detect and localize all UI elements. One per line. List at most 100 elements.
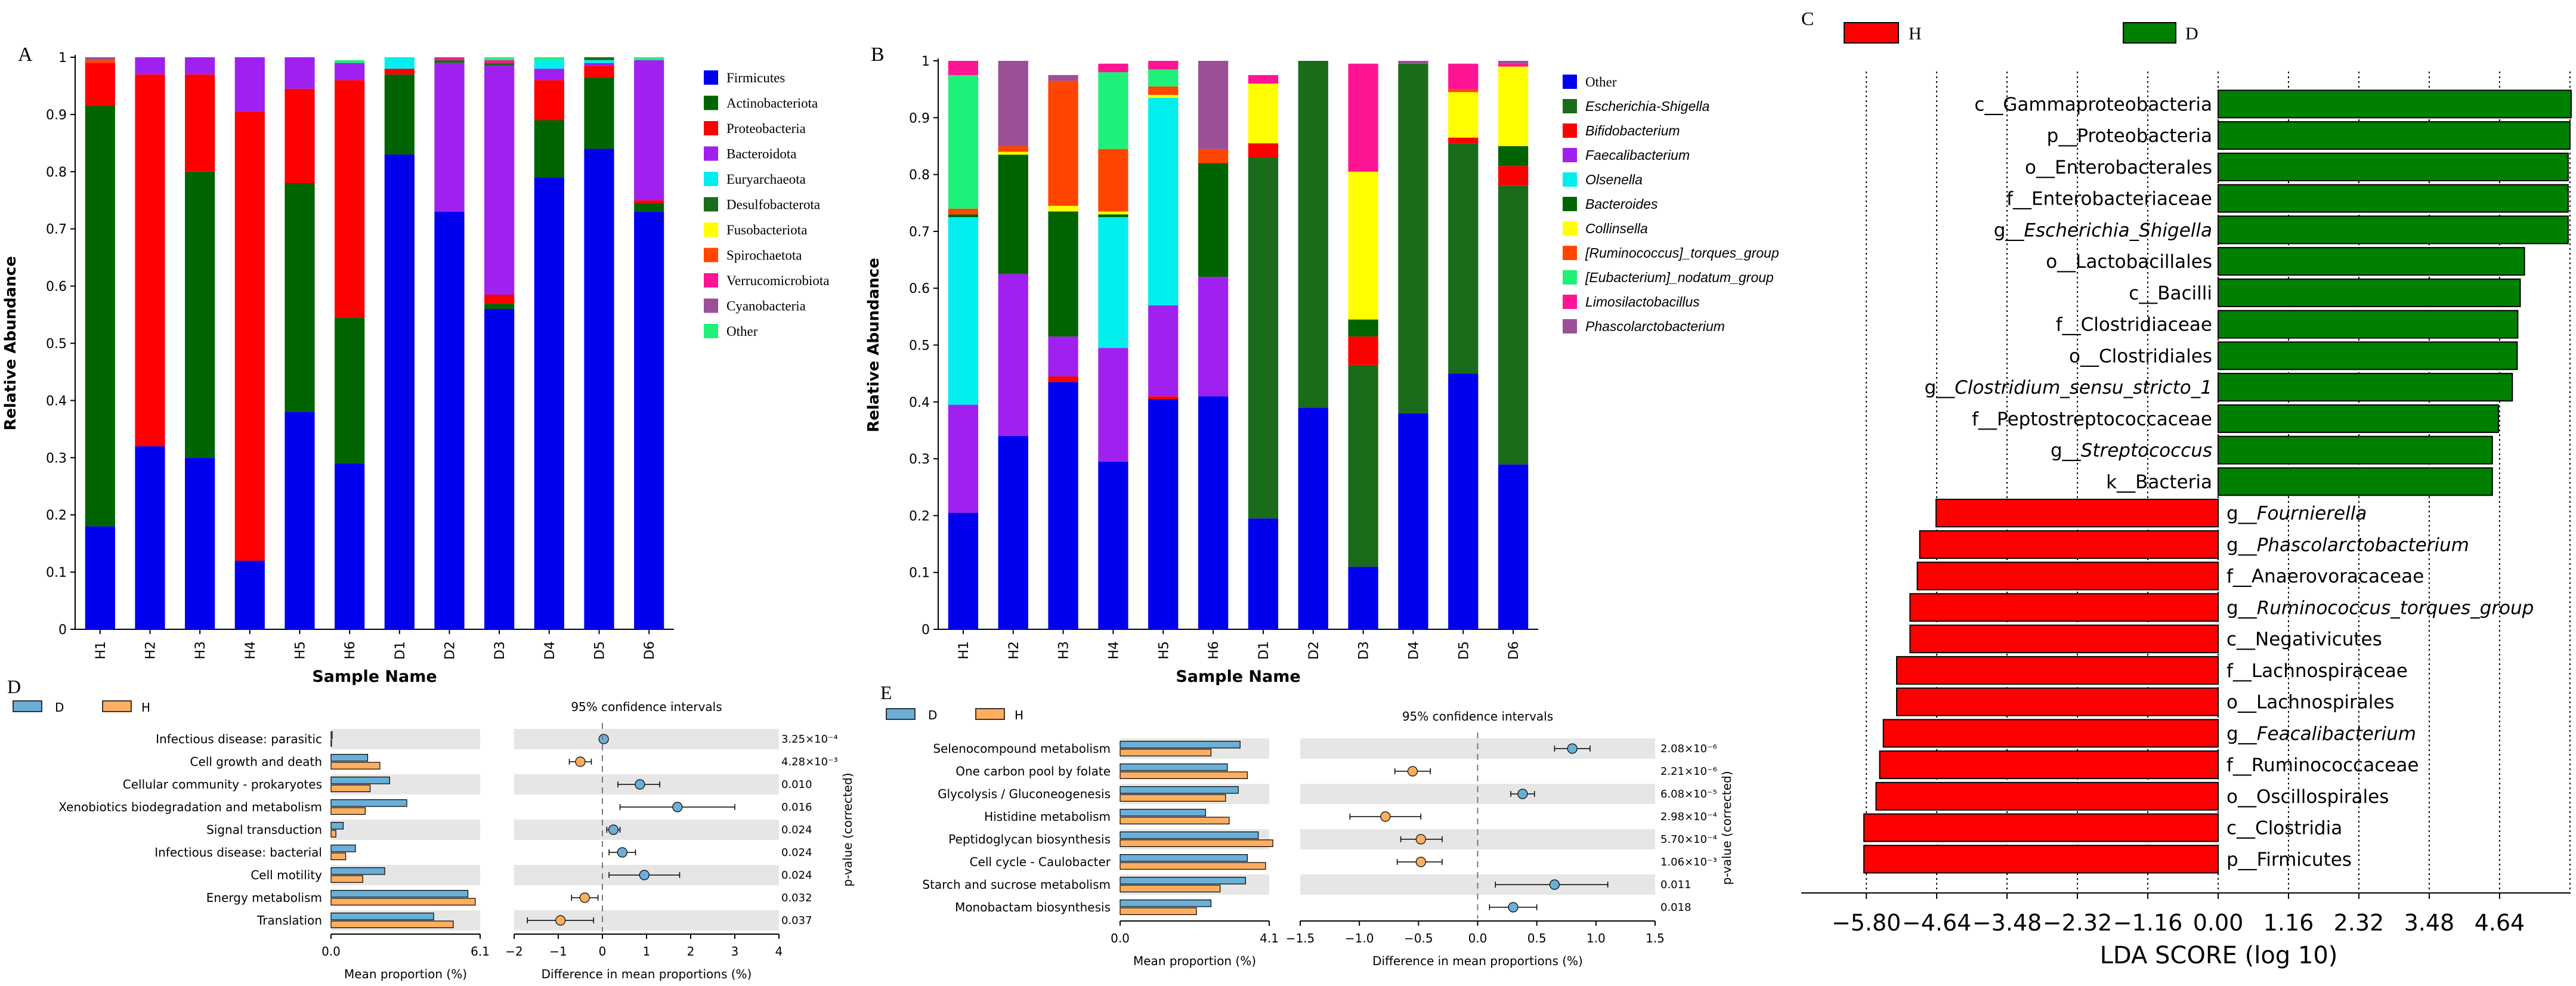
bar-segment xyxy=(1398,413,1428,629)
x-tick-label: 3 xyxy=(731,944,739,959)
bar-segment xyxy=(634,57,664,60)
lda-label-taxon: Clostridium_sensu_stricto_1 xyxy=(1955,377,2212,398)
legend-label: Firmicutes xyxy=(726,70,785,85)
bar-segment xyxy=(135,446,165,629)
y-tick-label: 0 xyxy=(58,623,67,638)
lda-bar-d xyxy=(2218,89,2572,119)
x-tick-label: −3.48 xyxy=(1972,910,2042,936)
mean-bar-d xyxy=(1120,808,1206,817)
lda-label-prefix: g__ xyxy=(2226,723,2257,744)
legend-label: Desulfobacterota xyxy=(726,197,820,212)
legend-label: Spirochaetota xyxy=(726,248,802,263)
diff-point xyxy=(1517,789,1528,799)
legend-swatch xyxy=(704,95,718,110)
p-value-label: 3.25×10⁻⁴ xyxy=(781,733,838,746)
y-tick-label: 0.4 xyxy=(909,395,930,410)
bar-segment xyxy=(998,435,1028,629)
bar-segment xyxy=(634,203,664,212)
bar-segment xyxy=(1098,72,1128,149)
lda-bar-h xyxy=(1919,530,2219,559)
legend-swatch xyxy=(1563,270,1577,285)
mean-bar-d xyxy=(1120,831,1259,839)
diff-point xyxy=(555,915,566,926)
panel-letter: E xyxy=(880,682,892,703)
bar-segment xyxy=(1248,518,1279,629)
bar-segment xyxy=(85,57,115,60)
legend-label: Fusobacteriota xyxy=(726,222,807,237)
mean-bar-h xyxy=(1120,862,1266,870)
p-value-label: 0.018 xyxy=(1660,901,1691,914)
diff-point xyxy=(639,870,650,880)
row-shading xyxy=(331,820,480,840)
lda-bar-label: c__Negativicutes xyxy=(2226,629,2382,650)
lda-bar-h xyxy=(1863,813,2219,842)
mean-bar-d xyxy=(330,776,390,784)
bar-segment xyxy=(584,57,614,60)
lda-bar-label: g__Feacalibacterium xyxy=(2226,723,2416,744)
bar-segment xyxy=(534,60,564,69)
x-axis-title: Difference in mean proportions (%) xyxy=(1372,954,1583,968)
x-tick-label: D5 xyxy=(1456,641,1471,660)
p-value-label: 6.08×10⁻⁵ xyxy=(1660,788,1717,800)
p-value-axis-title: p-value (corrected) xyxy=(1720,771,1734,885)
legend-swatch xyxy=(1563,148,1577,162)
legend-label-h: H xyxy=(1015,708,1023,722)
bar-segment xyxy=(185,74,215,172)
p-value-label: 0.024 xyxy=(781,824,812,836)
bar-segment xyxy=(1148,95,1179,98)
bar-segment xyxy=(284,57,315,89)
bar-segment xyxy=(1148,69,1179,86)
mean-bar-d xyxy=(1120,740,1241,749)
bar-segment xyxy=(948,61,979,75)
feature-label: One carbon pool by folate xyxy=(955,764,1111,778)
panel-letter: B xyxy=(871,44,885,66)
p-value-label: 2.08×10⁻⁶ xyxy=(1660,743,1717,755)
y-tick-label: 0.9 xyxy=(909,111,930,126)
bar-segment xyxy=(1098,214,1128,218)
feature-label: Starch and sucrose metabolism xyxy=(922,877,1111,892)
diff-point xyxy=(1380,811,1391,822)
feature-label: Cell motility xyxy=(251,868,322,882)
mean-bar-d xyxy=(330,799,407,807)
mean-bar-d xyxy=(1120,763,1228,771)
x-tick-label: H2 xyxy=(1007,641,1022,660)
bar-segment xyxy=(1348,63,1378,172)
legend-label: Collinsella xyxy=(1585,221,1648,236)
diff-point xyxy=(635,779,645,790)
lda-label-taxon: Streptococcus xyxy=(2081,440,2212,462)
lda-label-prefix: g__ xyxy=(2226,597,2257,619)
p-value-label: 0.024 xyxy=(781,869,812,882)
panel-e-extended-error-bar-chart: E D H 95% confidence intervals Selenocompoun… xyxy=(880,682,1734,968)
bar-segment xyxy=(534,177,564,629)
bar-segment xyxy=(1148,305,1179,397)
lda-bar-label: g__Clostridium_sensu_stricto_1 xyxy=(1925,377,2212,398)
x-tick-label: D3 xyxy=(493,641,508,660)
lda-label-taxon: Ruminococcus_torques_group xyxy=(2257,597,2534,619)
bar-segment xyxy=(484,66,515,295)
feature-label: Cell cycle - Caulobacter xyxy=(970,855,1111,869)
x-tick-label: H4 xyxy=(1106,641,1121,660)
lda-bar-d xyxy=(2218,121,2571,150)
lda-bar-d xyxy=(2218,215,2569,245)
legend-label-h: H xyxy=(1909,24,1922,44)
lda-bar-label: g__Fournierella xyxy=(2226,503,2367,524)
bar-segment xyxy=(1398,63,1428,413)
lda-bar-label: p__Proteobacteria xyxy=(2047,125,2212,147)
y-tick-label: 0.3 xyxy=(909,452,930,467)
x-tick-label: D5 xyxy=(593,641,608,660)
bar-segment xyxy=(1198,149,1229,163)
mean-bar-h xyxy=(330,784,371,792)
bar-segment xyxy=(1498,464,1529,629)
x-tick-label: D4 xyxy=(1406,641,1421,660)
bar-segment xyxy=(135,74,165,447)
bar-segment xyxy=(1448,137,1479,144)
legend-label: Limosilactobacillus xyxy=(1585,294,1700,310)
bar-segment xyxy=(1498,66,1529,146)
lda-bar-h xyxy=(1916,561,2219,591)
bar-segment xyxy=(1348,336,1378,365)
bar-segment xyxy=(584,63,614,66)
ci-title: 95% confidence intervals xyxy=(1402,709,1553,724)
bar-segment xyxy=(1098,149,1128,212)
legend-swatch xyxy=(704,172,718,186)
y-tick-label: 1 xyxy=(58,51,67,66)
